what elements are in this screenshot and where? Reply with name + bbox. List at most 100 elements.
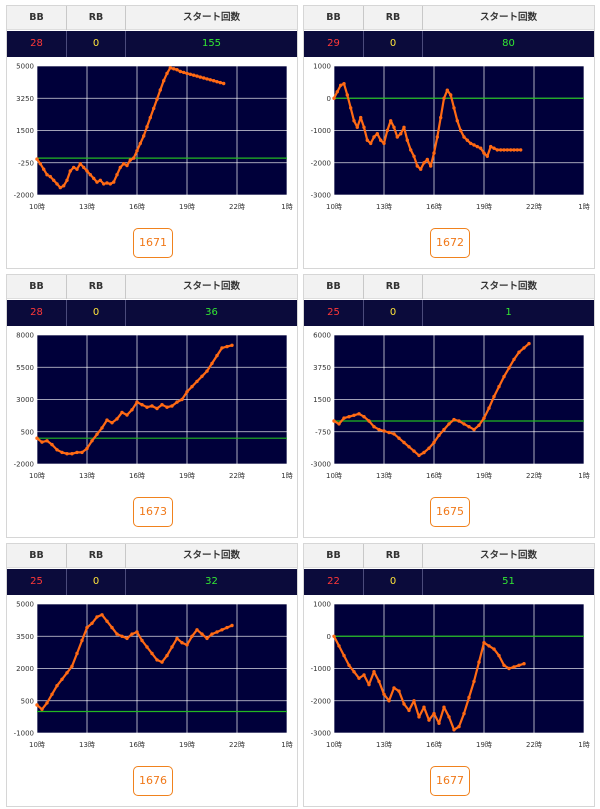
data-point	[409, 148, 413, 152]
machine-panel-1676: BB RB スタート回数 25 0 32 5000 3500 2000 500 -100…	[6, 543, 298, 807]
x-tick-label: 13時	[376, 472, 392, 480]
y-tick-label: 3750	[313, 364, 331, 372]
data-point	[457, 724, 461, 729]
data-point	[362, 415, 366, 419]
data-point	[188, 72, 192, 76]
panel-header: BB RB スタート回数	[7, 275, 297, 299]
data-point	[160, 660, 164, 664]
data-point	[449, 93, 453, 97]
data-point	[125, 413, 129, 417]
data-point	[222, 81, 226, 86]
data-point	[52, 178, 56, 182]
y-tick-label: -3000	[311, 192, 331, 200]
data-point	[160, 403, 164, 407]
machine-number-button[interactable]: 1676	[133, 766, 173, 796]
data-point	[205, 77, 209, 81]
data-point	[442, 705, 446, 709]
panel-values: 28 0 36	[7, 300, 297, 326]
data-point	[178, 69, 182, 74]
data-point	[497, 653, 501, 658]
x-tick-label: 10時	[29, 741, 45, 749]
data-point	[115, 417, 119, 421]
data-point	[469, 141, 473, 146]
data-point	[422, 450, 426, 455]
data-point	[98, 178, 103, 182]
data-point	[395, 135, 399, 139]
x-tick-label: 13時	[376, 741, 392, 749]
data-point	[208, 78, 212, 82]
data-point	[82, 165, 86, 170]
data-point	[332, 419, 336, 423]
data-point	[459, 128, 463, 133]
data-point	[190, 634, 194, 638]
bb-header: BB	[29, 550, 44, 561]
data-point	[132, 156, 136, 160]
data-point	[467, 425, 471, 429]
data-point	[437, 433, 441, 437]
data-point	[105, 181, 109, 185]
data-point	[198, 75, 202, 79]
start-count-header: スタート回数	[125, 544, 297, 568]
y-tick-label: 1000	[313, 601, 331, 609]
data-point	[175, 636, 179, 641]
data-point	[387, 699, 391, 703]
data-point	[225, 344, 229, 349]
data-point	[482, 641, 486, 645]
data-point	[230, 343, 234, 347]
data-point	[135, 149, 139, 153]
x-tick-label: 13時	[79, 203, 95, 211]
y-tick-label: 3500	[16, 633, 34, 641]
data-point	[185, 643, 189, 647]
data-point	[145, 405, 149, 409]
data-point	[145, 645, 149, 649]
rb-header: RB	[66, 6, 125, 30]
panel-values: 25 0 32	[7, 569, 297, 595]
data-point	[125, 163, 129, 168]
data-point	[365, 138, 369, 142]
x-tick-label: 16時	[426, 741, 442, 749]
rb-value: 0	[363, 31, 422, 57]
data-point	[377, 679, 381, 684]
data-point	[75, 450, 79, 455]
data-point	[135, 400, 139, 404]
data-point	[185, 390, 189, 394]
x-tick-label: 1時	[281, 203, 292, 211]
machine-number-button[interactable]: 1671	[133, 228, 173, 258]
x-tick-label: 10時	[326, 741, 342, 749]
rb-value: 0	[66, 569, 125, 595]
machine-number-button[interactable]: 1672	[430, 228, 470, 258]
data-point	[512, 357, 516, 362]
data-point	[215, 80, 219, 84]
data-point	[172, 67, 176, 71]
data-point	[507, 366, 511, 370]
bb-value: 22	[327, 576, 340, 587]
data-point	[372, 425, 376, 429]
bb-value: 28	[30, 38, 43, 49]
x-tick-label: 19時	[476, 203, 492, 211]
data-point	[65, 452, 69, 456]
data-point	[352, 119, 356, 123]
data-point	[335, 90, 339, 94]
y-tick-label: -750	[315, 428, 331, 436]
x-tick-label: 19時	[476, 741, 492, 749]
rb-header: RB	[66, 544, 125, 568]
machine-number-button[interactable]: 1675	[430, 497, 470, 527]
data-point	[452, 106, 456, 110]
data-point	[345, 93, 349, 97]
data-point	[347, 663, 351, 667]
data-point	[477, 423, 481, 427]
data-point	[215, 353, 219, 358]
bb-value: 25	[30, 576, 43, 587]
machine-number-button[interactable]: 1673	[133, 497, 173, 527]
machine-number-button[interactable]: 1677	[430, 766, 470, 796]
data-point	[337, 644, 341, 648]
data-point	[60, 450, 64, 455]
data-point	[339, 83, 343, 87]
data-point	[55, 684, 59, 688]
data-point	[100, 426, 104, 430]
data-point	[492, 647, 496, 651]
data-point	[155, 97, 159, 101]
bb-value: 25	[327, 307, 340, 318]
data-point	[212, 79, 216, 83]
x-tick-label: 13時	[79, 472, 95, 480]
